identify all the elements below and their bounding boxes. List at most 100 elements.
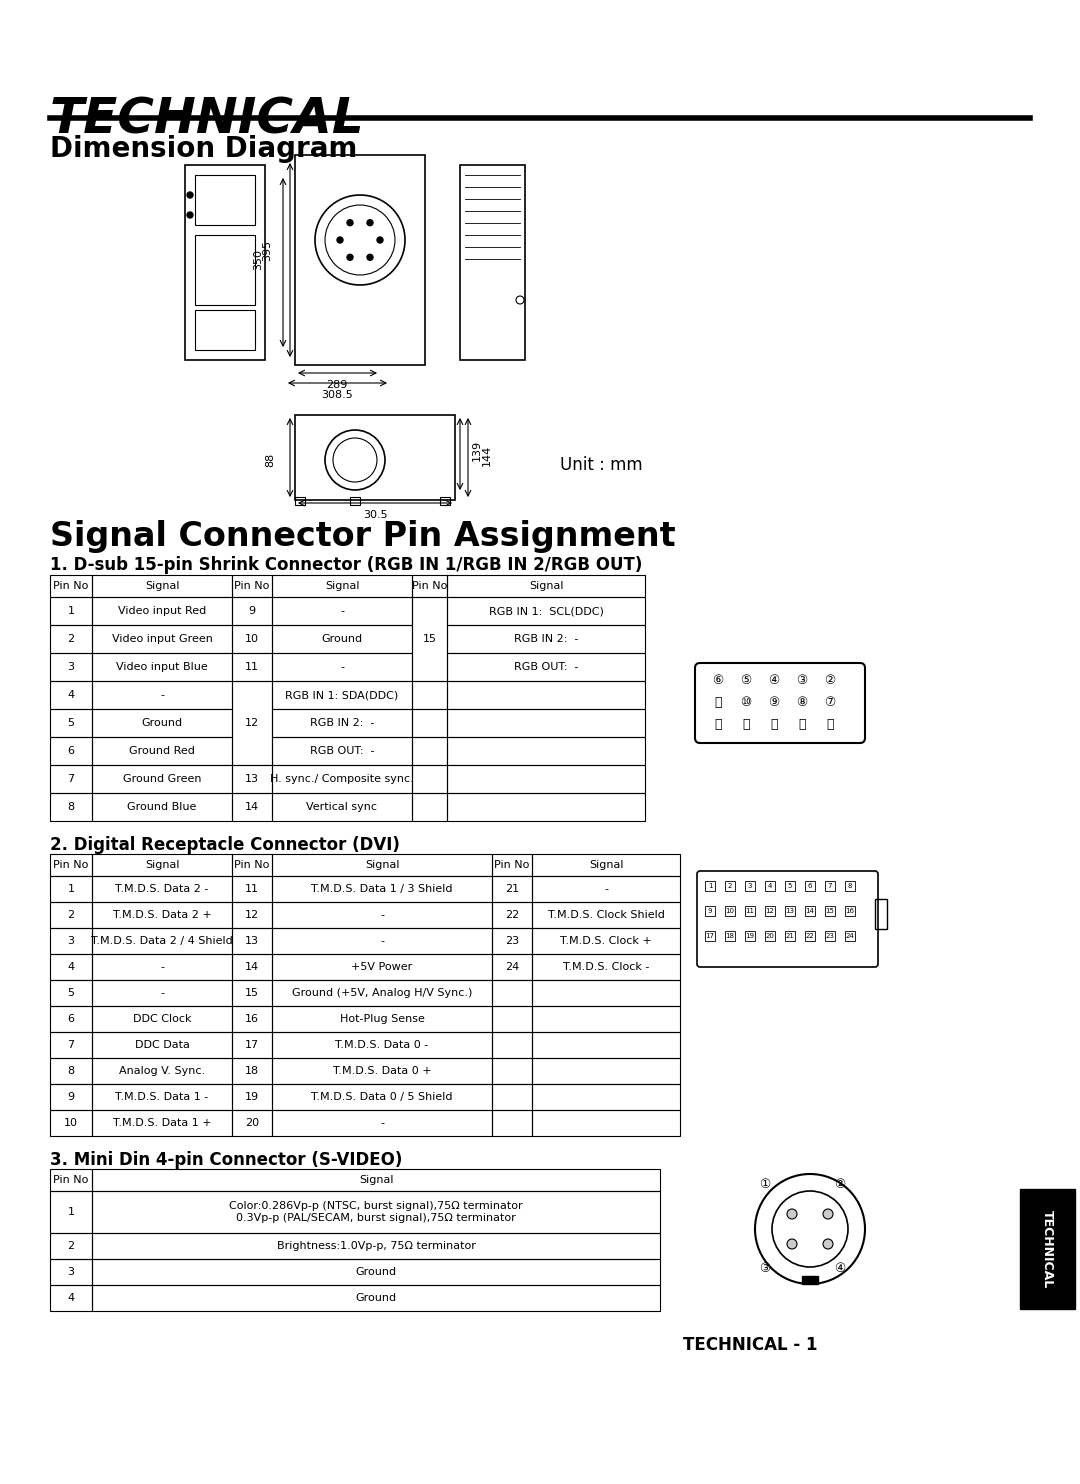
Bar <box>272 1031 492 1058</box>
Text: Signal: Signal <box>529 582 564 591</box>
Bar <box>50 1006 92 1031</box>
Text: 18: 18 <box>245 1066 259 1076</box>
Text: 14: 14 <box>806 908 814 914</box>
Text: 6: 6 <box>67 746 75 755</box>
Text: 14: 14 <box>245 962 259 972</box>
Text: 17: 17 <box>245 1040 259 1051</box>
Bar <box>532 954 680 979</box>
Circle shape <box>823 1239 833 1250</box>
Bar <box>232 1031 272 1058</box>
Bar <box>232 1058 272 1083</box>
Text: 23: 23 <box>825 933 835 939</box>
Text: 8: 8 <box>67 1066 75 1076</box>
Text: -: - <box>380 936 384 945</box>
Text: ③: ③ <box>759 1263 771 1276</box>
Bar <box>492 1031 532 1058</box>
Bar <box>272 979 492 1006</box>
Bar <box>825 881 835 890</box>
Bar <box>845 907 855 916</box>
Bar <box>50 597 92 625</box>
Text: 18: 18 <box>726 933 734 939</box>
Bar <box>492 954 532 979</box>
Bar <box>50 1169 92 1192</box>
Text: 16: 16 <box>846 908 854 914</box>
Text: Video input Green: Video input Green <box>111 634 213 644</box>
Text: T.M.D.S. Data 0 -: T.M.D.S. Data 0 - <box>336 1040 429 1051</box>
Text: Signal: Signal <box>359 1175 393 1186</box>
Bar <box>805 907 815 916</box>
Text: T.M.D.S. Data 1 -: T.M.D.S. Data 1 - <box>116 1092 208 1103</box>
Bar <box>232 876 272 902</box>
Text: RGB OUT:  -: RGB OUT: - <box>514 662 578 672</box>
Bar <box>350 497 360 505</box>
Text: 19: 19 <box>745 933 755 939</box>
Bar <box>492 1083 532 1110</box>
Bar <box>232 653 272 681</box>
Circle shape <box>367 220 373 226</box>
Bar <box>232 792 272 821</box>
Bar <box>92 1083 232 1110</box>
Text: 5: 5 <box>67 718 75 729</box>
Bar <box>272 574 411 597</box>
Bar <box>50 1110 92 1135</box>
Bar <box>50 764 92 792</box>
Text: T.M.D.S. Clock Shield: T.M.D.S. Clock Shield <box>548 910 664 920</box>
Text: Pin No: Pin No <box>234 861 270 870</box>
Bar <box>195 310 255 350</box>
Text: 20: 20 <box>766 933 774 939</box>
Bar <box>50 979 92 1006</box>
Bar <box>532 928 680 954</box>
Text: RGB IN 1:  SCL(DDC): RGB IN 1: SCL(DDC) <box>488 605 604 616</box>
Bar <box>92 902 232 928</box>
Text: 2: 2 <box>67 910 75 920</box>
Text: ⑨: ⑨ <box>768 696 780 708</box>
Text: T.M.D.S. Data 2 / 4 Shield: T.M.D.S. Data 2 / 4 Shield <box>91 936 233 945</box>
Bar <box>411 764 447 792</box>
Text: 308.5: 308.5 <box>321 390 353 401</box>
Text: Pin No: Pin No <box>495 861 529 870</box>
Bar <box>845 930 855 941</box>
Text: 6: 6 <box>67 1014 75 1024</box>
Text: ⑦: ⑦ <box>824 696 836 708</box>
Text: 1. D-sub 15-pin Shrink Connector (RGB IN 1/RGB IN 2/RGB OUT): 1. D-sub 15-pin Shrink Connector (RGB IN… <box>50 556 643 574</box>
Bar <box>92 597 232 625</box>
Bar <box>50 1031 92 1058</box>
Bar <box>825 907 835 916</box>
Text: 4: 4 <box>67 962 75 972</box>
Bar <box>232 1006 272 1031</box>
Text: 9: 9 <box>707 908 712 914</box>
Bar <box>92 792 232 821</box>
Text: 88: 88 <box>265 453 275 467</box>
Text: 23: 23 <box>505 936 519 945</box>
Bar <box>232 681 272 764</box>
Circle shape <box>367 254 373 260</box>
Bar <box>232 1110 272 1135</box>
Bar <box>460 165 525 361</box>
Bar <box>272 1006 492 1031</box>
Text: ⑭: ⑭ <box>770 717 778 730</box>
Bar <box>492 979 532 1006</box>
Text: Ground (+5V, Analog H/V Sync.): Ground (+5V, Analog H/V Sync.) <box>292 988 472 999</box>
Bar <box>765 881 775 890</box>
Text: 17: 17 <box>705 933 715 939</box>
Bar <box>92 928 232 954</box>
Bar <box>492 1110 532 1135</box>
Text: Video input Blue: Video input Blue <box>117 662 207 672</box>
Bar <box>50 681 92 709</box>
Text: Ground Blue: Ground Blue <box>127 801 197 812</box>
Bar <box>805 881 815 890</box>
Text: RGB IN 2:  -: RGB IN 2: - <box>514 634 578 644</box>
Text: 16: 16 <box>245 1014 259 1024</box>
Text: 9: 9 <box>248 605 256 616</box>
Text: Hot-Plug Sense: Hot-Plug Sense <box>339 1014 424 1024</box>
Text: ⑤: ⑤ <box>741 674 752 687</box>
Text: Unit : mm: Unit : mm <box>561 456 643 473</box>
Bar <box>92 1031 232 1058</box>
Bar <box>50 574 92 597</box>
Text: 12: 12 <box>245 718 259 729</box>
Bar <box>492 876 532 902</box>
Bar <box>272 1110 492 1135</box>
Text: Color:0.286Vp-p (NTSC, burst signal),75Ω terminator
0.3Vp-p (PAL/SECAM, burst si: Color:0.286Vp-p (NTSC, burst signal),75Ω… <box>229 1201 523 1223</box>
Bar <box>92 764 232 792</box>
Text: Signal: Signal <box>365 861 400 870</box>
